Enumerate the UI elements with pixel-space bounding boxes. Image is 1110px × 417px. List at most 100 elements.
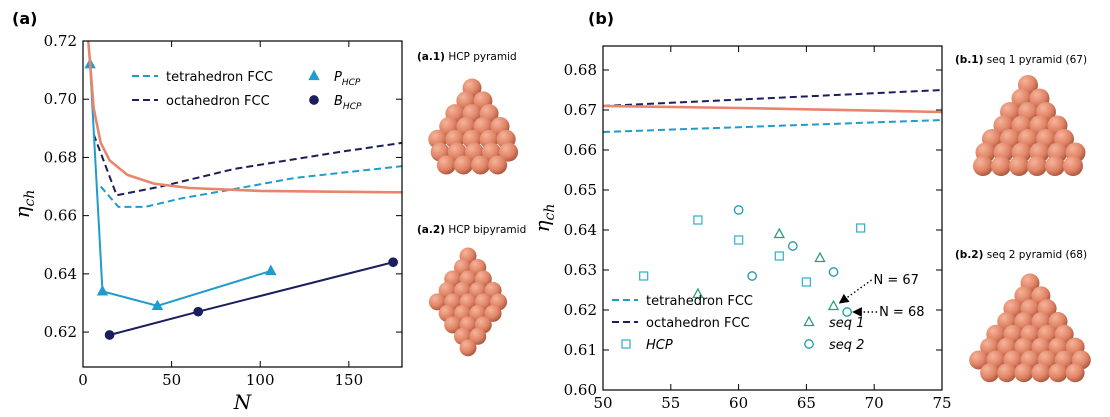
inset-label: (a.1): [417, 51, 445, 63]
annotation-arrow: [840, 280, 872, 303]
inset-label: (b.1): [955, 54, 983, 66]
marker: [105, 331, 113, 339]
marker: [310, 96, 318, 104]
x-tick-label: 65: [797, 394, 816, 412]
inset-text: HCP pyramid: [448, 51, 516, 63]
y-tick-label: 0.67: [564, 101, 597, 119]
y-tick-label: 0.61: [564, 341, 597, 359]
marker: [694, 216, 702, 224]
y-tick-label: 0.64: [564, 221, 597, 239]
legend-name: octahedron FCC: [646, 316, 750, 331]
marker: [804, 317, 813, 326]
inset-label: (b.2): [955, 249, 983, 261]
inset-caption: (b.1) seq 1 pyramid (67): [955, 54, 1087, 66]
sphere-cluster: [429, 248, 507, 357]
y-tick-label: 0.62: [564, 301, 597, 319]
legend-label: BHCP: [334, 94, 362, 112]
legend-label: octahedron FCC: [646, 316, 750, 331]
panel-label: (b): [588, 9, 614, 28]
series-line: [603, 120, 942, 132]
sphere: [1027, 156, 1047, 176]
marker: [802, 278, 810, 286]
legend-sub: HCP: [343, 102, 362, 112]
y-axis-label-main: η: [530, 220, 554, 232]
legend-label: HCP: [646, 338, 673, 353]
legend-label: tetrahedron FCC: [166, 70, 273, 85]
annotation: N = 68: [879, 305, 924, 320]
sphere-cluster: [973, 75, 1086, 176]
y-tick-label: 0.62: [44, 323, 77, 341]
legend-label: seq 2: [829, 338, 864, 353]
annotation: N = 67: [874, 273, 919, 288]
y-tick-label: 0.64: [44, 265, 77, 283]
y-axis-label-main: η: [10, 206, 34, 218]
inset-caption: (a.2) HCP bipyramid: [417, 224, 526, 236]
sphere: [991, 156, 1011, 176]
legend-label: seq 1: [829, 316, 864, 331]
x-tick-label: 0: [78, 371, 88, 389]
legend-sub: HCP: [342, 78, 361, 88]
y-tick-label: 0.70: [44, 90, 77, 108]
x-tick-label: 70: [865, 394, 884, 412]
series-line: [88, 41, 402, 192]
sphere: [973, 156, 993, 176]
legend-name: seq 1: [829, 316, 864, 331]
legend-name: tetrahedron FCC: [166, 70, 273, 85]
sphere: [1045, 156, 1065, 176]
legend-name: HCP: [646, 338, 673, 353]
figure: (a)0501001500.620.640.660.680.700.72Nηch…: [0, 0, 1110, 417]
y-tick-label: 0.68: [44, 148, 77, 166]
marker: [98, 286, 107, 295]
y-axis-label: ηch: [530, 204, 558, 233]
marker: [735, 236, 743, 244]
marker: [748, 272, 756, 280]
marker: [789, 242, 797, 250]
x-tick-label: 75: [932, 394, 951, 412]
sphere: [1063, 156, 1083, 176]
plot-frame: [83, 41, 402, 367]
marker: [843, 308, 851, 316]
sphere: [437, 155, 456, 174]
inset-label: (a.2): [417, 224, 445, 236]
sphere-cluster: [428, 79, 518, 175]
legend-name: seq 2: [829, 338, 864, 353]
sphere: [1031, 363, 1050, 382]
sphere: [471, 155, 490, 174]
legend-label: tetrahedron FCC: [646, 294, 753, 309]
legend-name: B: [334, 94, 343, 109]
x-tick-label: 50: [162, 371, 181, 389]
sphere: [980, 363, 999, 382]
marker: [194, 307, 202, 315]
marker: [266, 266, 275, 275]
inset-text: seq 1 pyramid (67): [987, 54, 1087, 66]
sphere: [1049, 363, 1068, 382]
marker: [309, 71, 318, 80]
inset-caption: (a.1) HCP pyramid: [417, 51, 517, 63]
x-tick-label: 60: [729, 394, 748, 412]
y-axis-label-sub: ch: [542, 204, 558, 221]
marker: [734, 206, 742, 214]
x-tick-label: 100: [246, 371, 275, 389]
y-tick-label: 0.63: [564, 261, 597, 279]
inset-caption: (b.2) seq 2 pyramid (68): [955, 249, 1087, 261]
series-line: [110, 262, 394, 335]
sphere: [488, 155, 507, 174]
sphere: [1014, 363, 1033, 382]
legend-name: tetrahedron FCC: [646, 294, 753, 309]
marker: [389, 258, 397, 266]
marker: [775, 252, 783, 260]
legend-name: octahedron FCC: [166, 94, 270, 109]
y-tick-label: 0.66: [44, 207, 77, 225]
legend-name: P: [334, 70, 342, 85]
series-line: [603, 106, 942, 112]
marker: [829, 301, 838, 310]
y-tick-label: 0.65: [564, 181, 597, 199]
sphere: [460, 339, 477, 356]
marker: [775, 229, 784, 238]
x-tick-label: 150: [335, 371, 364, 389]
y-tick-label: 0.66: [564, 141, 597, 159]
inset-text: seq 2 pyramid (68): [987, 249, 1087, 261]
marker: [805, 340, 813, 348]
marker: [829, 268, 837, 276]
sphere-cluster: [969, 274, 1091, 383]
